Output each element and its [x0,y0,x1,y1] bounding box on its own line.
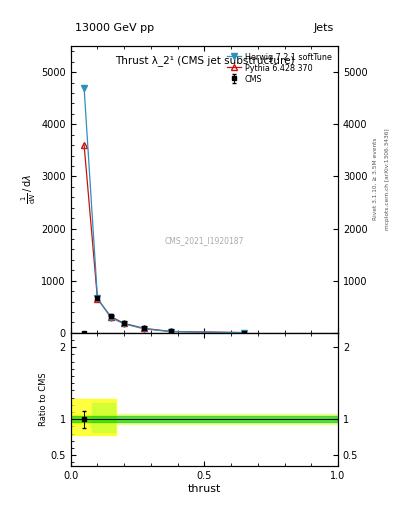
Text: mcplots.cern.ch [arXiv:1306.3436]: mcplots.cern.ch [arXiv:1306.3436] [385,129,389,230]
Text: CMS_2021_I1920187: CMS_2021_I1920187 [165,237,244,246]
Legend: Herwig 7.2.1 softTune, Pythia 6.428 370, CMS: Herwig 7.2.1 softTune, Pythia 6.428 370,… [224,50,334,86]
Bar [71,414,338,424]
Bar [92,403,115,432]
X-axis label: thrust: thrust [188,483,221,494]
Herwig 7.2.1 softTune [169,329,173,335]
Y-axis label: Ratio to CMS: Ratio to CMS [39,373,48,426]
Bar [71,399,116,435]
Pythia 6.428 370 [108,313,113,319]
Pythia 6.428 370 [242,330,247,336]
Line: Herwig 7.2.1 softTune: Herwig 7.2.1 softTune [81,84,248,336]
Pythia 6.428 370 [122,321,127,327]
Text: 13000 GeV pp: 13000 GeV pp [75,23,154,33]
Text: Rivet 3.1.10, ≥ 3.5M events: Rivet 3.1.10, ≥ 3.5M events [373,138,378,221]
Herwig 7.2.1 softTune [95,295,100,301]
Text: Jets: Jets [314,23,334,33]
Herwig 7.2.1 softTune [142,326,147,332]
Pythia 6.428 370 [169,328,173,334]
Pythia 6.428 370 [82,142,86,148]
Herwig 7.2.1 softTune [242,330,247,336]
Pythia 6.428 370 [142,325,147,331]
Bar [71,416,338,422]
Line: Pythia 6.428 370: Pythia 6.428 370 [81,142,248,336]
Pythia 6.428 370 [95,296,100,302]
Text: Thrust λ_2¹ (CMS jet substructure): Thrust λ_2¹ (CMS jet substructure) [115,55,294,66]
Herwig 7.2.1 softTune [82,84,86,91]
Herwig 7.2.1 softTune [122,321,127,327]
Herwig 7.2.1 softTune [108,314,113,321]
Y-axis label: $\frac{1}{\mathrm{d}N}\,/\,\mathrm{d}\lambda$: $\frac{1}{\mathrm{d}N}\,/\,\mathrm{d}\la… [20,175,39,204]
